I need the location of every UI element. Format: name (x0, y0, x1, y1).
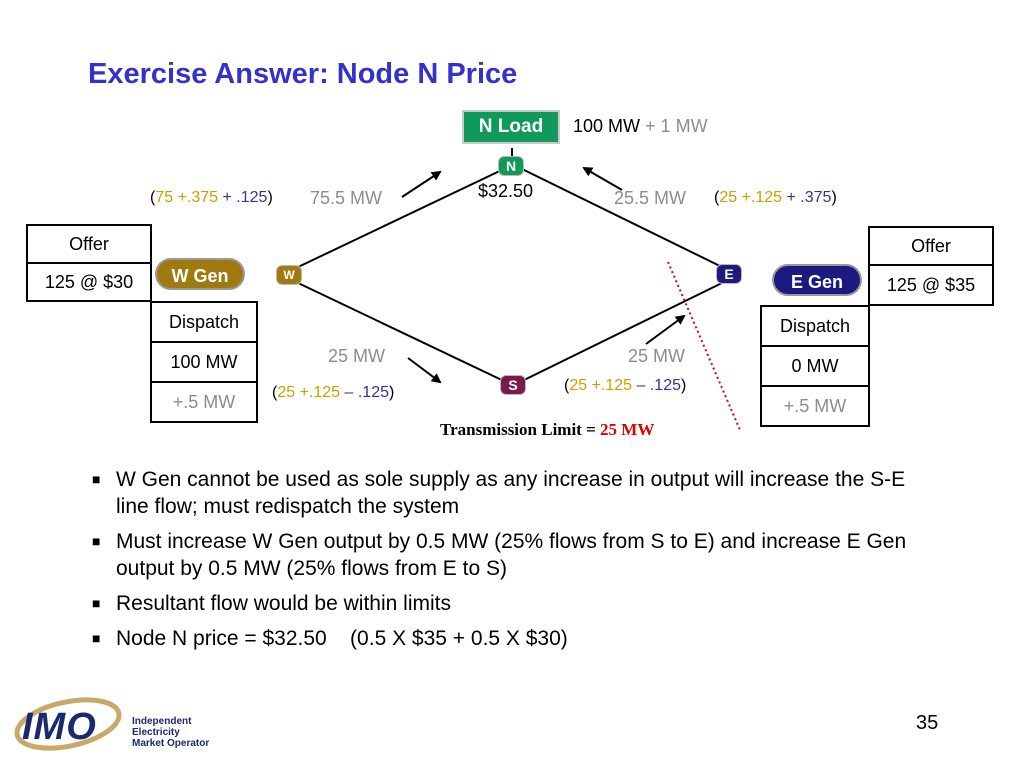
page-number: 35 (916, 712, 939, 734)
transmission-limit-text: Transmission Limit = (440, 420, 596, 439)
n-load-box: N Load (462, 110, 560, 144)
line-n-e (519, 167, 725, 269)
node-n-price: $32.50 (478, 181, 534, 201)
transmission-limit-value: 25 MW (600, 420, 655, 439)
bullet-marker-icon: ■ (92, 595, 101, 611)
logo-line-2: Electricity (132, 727, 180, 738)
logo-line-1: Independent (132, 716, 192, 727)
imo-logo-text: IMO (22, 706, 97, 748)
bullet-text: Must increase W Gen output by 0.5 MW (25… (116, 530, 907, 580)
flow-arrow-s-e (645, 314, 686, 345)
bullet-text: W Gen cannot be used as sole supply as a… (116, 468, 906, 518)
flow-w-s-value: 25 MW (328, 346, 386, 366)
imo-logo-caption: Independent Electricity Market Operator (132, 716, 209, 749)
e-gen-offer-header: Offer (868, 226, 994, 266)
flow-w-s-breakdown: (25 +.125 – .125) (272, 384, 395, 401)
flow-arrow-e-n (582, 166, 623, 191)
logo-line-3: Market Operator (132, 738, 210, 749)
flow-w-n-breakdown: (75 +.375 + .125) (150, 189, 273, 206)
flow-w-n-value: 75.5 MW (310, 188, 383, 208)
w-gen-dispatch-value: 100 MW (150, 341, 258, 383)
transmission-limit-label: Transmission Limit = 25 MW (440, 420, 654, 440)
flow-s-e-breakdown: (25 +.125 – .125) (564, 377, 687, 394)
node-n: N (498, 156, 524, 176)
transmission-limit-line (667, 261, 741, 431)
bullet-item: ■ Resultant flow would be within limits (88, 590, 938, 617)
n-load-value: 100 MW + 1 MW (573, 116, 708, 137)
flow-w-s-base: 25 (277, 384, 296, 401)
w-gen-offer-value: 125 @ $30 (26, 262, 152, 302)
bullet-text: Node N price = $32.50 (0.5 X $35 + 0.5 X… (116, 627, 568, 650)
flow-w-n-plus-b: + .125 (222, 189, 268, 206)
w-gen-dispatch-header: Dispatch (150, 301, 258, 343)
node-e: E (716, 264, 742, 284)
line-w-n (295, 167, 507, 269)
e-gen-dispatch-delta: +.5 MW (760, 385, 870, 427)
line-s-e (519, 281, 725, 383)
bullet-list: ■ W Gen cannot be used as sole supply as … (88, 466, 938, 660)
imo-logo: IMO Independent Electricity Market Opera… (8, 688, 238, 760)
node-w: W (276, 265, 302, 285)
bullet-item: ■ Must increase W Gen output by 0.5 MW (2… (88, 528, 938, 582)
n-load-mw: 100 MW (573, 116, 641, 136)
bullet-marker-icon: ■ (92, 471, 101, 487)
bullet-marker-icon: ■ (92, 533, 101, 549)
flow-s-e-plus-a: +.125 (591, 377, 633, 394)
flow-e-n-breakdown: (25 +.125 + .375) (714, 189, 837, 206)
w-gen-dispatch-delta: +.5 MW (150, 381, 258, 423)
flow-e-n-plus-b: + .375 (786, 189, 832, 206)
bullet-marker-icon: ■ (92, 630, 101, 646)
flow-s-e-plus-b: – .125 (636, 377, 681, 394)
node-s: S (500, 375, 526, 395)
flow-w-n-base: 75 (155, 189, 174, 206)
flow-s-e-base: 25 (569, 377, 588, 394)
w-gen-badge: W Gen (155, 258, 245, 290)
slide-title: Exercise Answer: Node N Price (88, 58, 518, 90)
flow-w-n-plus-a: +.375 (177, 189, 219, 206)
flow-w-s-plus-b: – .125 (344, 384, 389, 401)
line-w-s (295, 281, 507, 383)
e-gen-badge: E Gen (772, 264, 862, 296)
n-load-increment: + 1 MW (645, 116, 708, 136)
bullet-item: ■ Node N price = $32.50 (0.5 X $35 + 0.5 … (88, 625, 938, 652)
flow-e-n-plus-a: +.125 (741, 189, 783, 206)
e-gen-offer-value: 125 @ $35 (868, 264, 994, 306)
flow-arrow-w-s (407, 357, 442, 384)
flow-e-n-value: 25.5 MW (614, 188, 687, 208)
flow-w-s-plus-a: +.125 (299, 384, 341, 401)
imo-logo-mark-icon (14, 697, 122, 751)
flow-e-n-base: 25 (719, 189, 738, 206)
w-gen-offer-header: Offer (26, 224, 152, 264)
bullet-text: Resultant flow would be within limits (116, 592, 451, 615)
flow-arrow-w-n (401, 170, 442, 198)
bullet-item: ■ W Gen cannot be used as sole supply as … (88, 466, 938, 520)
e-gen-dispatch-value: 0 MW (760, 345, 870, 387)
e-gen-dispatch-header: Dispatch (760, 305, 870, 347)
flow-s-e-value: 25 MW (628, 346, 686, 366)
